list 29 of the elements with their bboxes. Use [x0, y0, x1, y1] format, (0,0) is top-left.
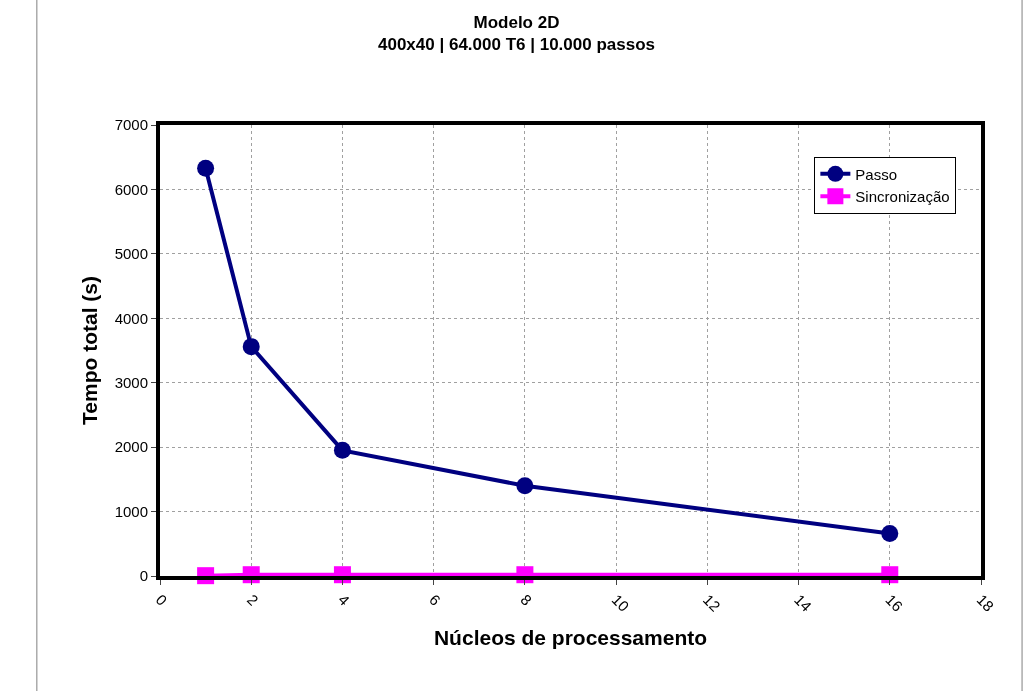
y-tick-label: 0 — [139, 567, 148, 585]
y-axis-title: Tempo total (s) — [78, 276, 102, 425]
x-tick-label: 6 — [426, 590, 445, 609]
x-tick-label: 14 — [791, 590, 815, 615]
point — [516, 477, 534, 495]
x-tick-label: 4 — [335, 590, 353, 609]
x-tick-label: 16 — [882, 590, 907, 615]
y-tick-label: 1000 — [114, 502, 148, 520]
y-tick-label: 5000 — [114, 245, 148, 263]
chart-title: Modelo 2D — [473, 12, 560, 32]
y-tick-label: 3000 — [114, 373, 148, 391]
point — [333, 441, 351, 459]
legend-label: Sincronização — [855, 188, 950, 206]
x-tick-label: 2 — [243, 590, 262, 609]
x-tick-label: 12 — [699, 590, 724, 615]
point — [197, 159, 215, 177]
x-tick-label: 0 — [152, 590, 171, 609]
point — [242, 338, 260, 356]
x-tick-label: 8 — [517, 590, 536, 609]
legend-label: Passo — [855, 165, 898, 183]
y-tick-label: 7000 — [114, 116, 148, 134]
x-axis-title: Núcleos de processamento — [433, 626, 708, 650]
y-tick-label: 2000 — [114, 438, 148, 456]
y-tick-label: 6000 — [114, 180, 148, 198]
x-tick-label: 10 — [608, 590, 633, 615]
chart-subtitle: 400x40 | 64.000 T6 | 10.000 passos — [378, 34, 655, 54]
y-tick-label: 4000 — [114, 309, 148, 327]
x-tick-label: 18 — [973, 590, 998, 615]
point — [881, 524, 899, 542]
